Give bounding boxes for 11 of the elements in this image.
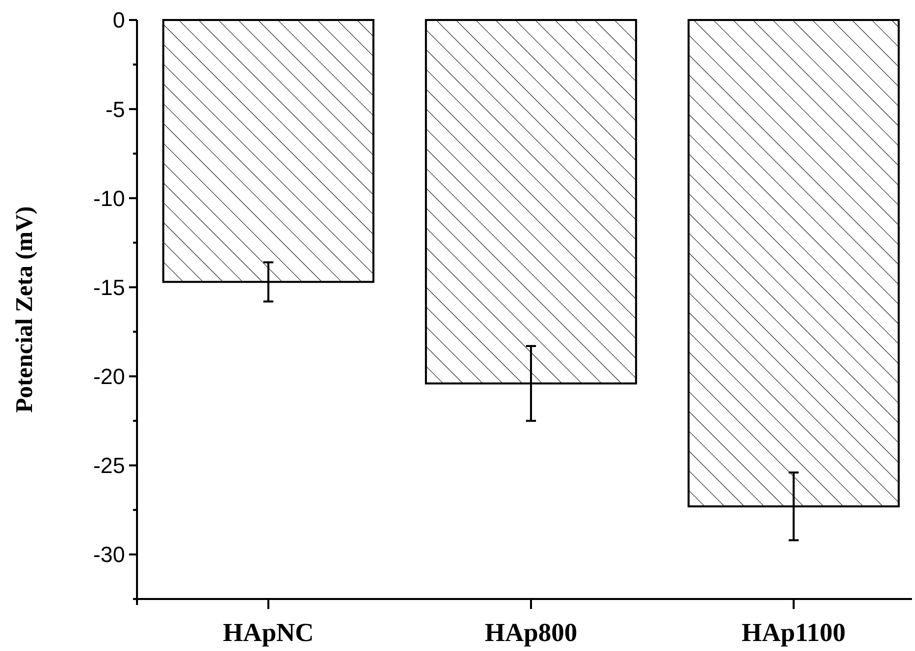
y-tick-label: -20: [93, 364, 125, 390]
y-tick-label: -25: [93, 453, 125, 478]
y-tick-label: -5: [105, 96, 125, 122]
y-axis-title: Potencial Zeta (mV): [12, 206, 38, 413]
x-tick-label: HApNC: [222, 618, 314, 647]
y-tick-label: -10: [93, 186, 125, 211]
x-tick-label: HAp800: [484, 618, 578, 647]
y-tick-label: 0: [112, 8, 125, 33]
x-tick-label: HAp1100: [742, 618, 846, 647]
y-tick-label: -15: [93, 274, 125, 300]
y-tick-label: -30: [93, 542, 125, 568]
